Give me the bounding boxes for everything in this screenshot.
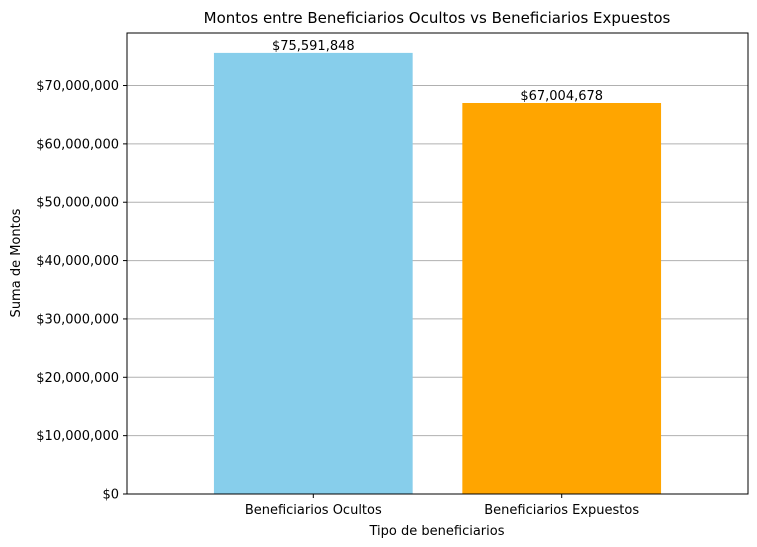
bar-value-label: $75,591,848 xyxy=(272,39,355,54)
y-tick-label: $40,000,000 xyxy=(36,254,119,269)
chart-title: Montos entre Beneficiarios Ocultos vs Be… xyxy=(204,9,671,27)
plot-frame xyxy=(126,32,749,495)
y-tick-label: $60,000,000 xyxy=(36,137,119,152)
bar-value-label: $67,004,678 xyxy=(520,89,603,104)
y-tick-label: $20,000,000 xyxy=(36,371,119,386)
x-tick-label: Beneficiarios Ocultos xyxy=(245,503,382,518)
y-tick-label: $10,000,000 xyxy=(36,429,119,444)
y-axis-label: Suma de Montos xyxy=(9,208,24,317)
y-tick-label: $50,000,000 xyxy=(36,196,119,211)
bars xyxy=(213,52,662,495)
x-axis-ticks: Beneficiarios Ocultos Beneficiarios Expue… xyxy=(245,494,639,518)
x-axis-label: Tipo de beneficiarios xyxy=(369,524,505,539)
x-tick-label: Beneficiarios Expuestos xyxy=(484,503,639,518)
bar xyxy=(462,102,662,494)
bar xyxy=(213,52,413,495)
y-tick-label: $0 xyxy=(102,488,119,503)
data-labels: $75,591,848 $67,004,678 xyxy=(272,39,603,104)
y-tick-label: $70,000,000 xyxy=(36,79,119,94)
y-tick-label: $30,000,000 xyxy=(36,312,119,327)
y-axis-ticks: $0 $10,000,000 $20,000,000 $30,000,000 $40,0… xyxy=(36,79,127,503)
